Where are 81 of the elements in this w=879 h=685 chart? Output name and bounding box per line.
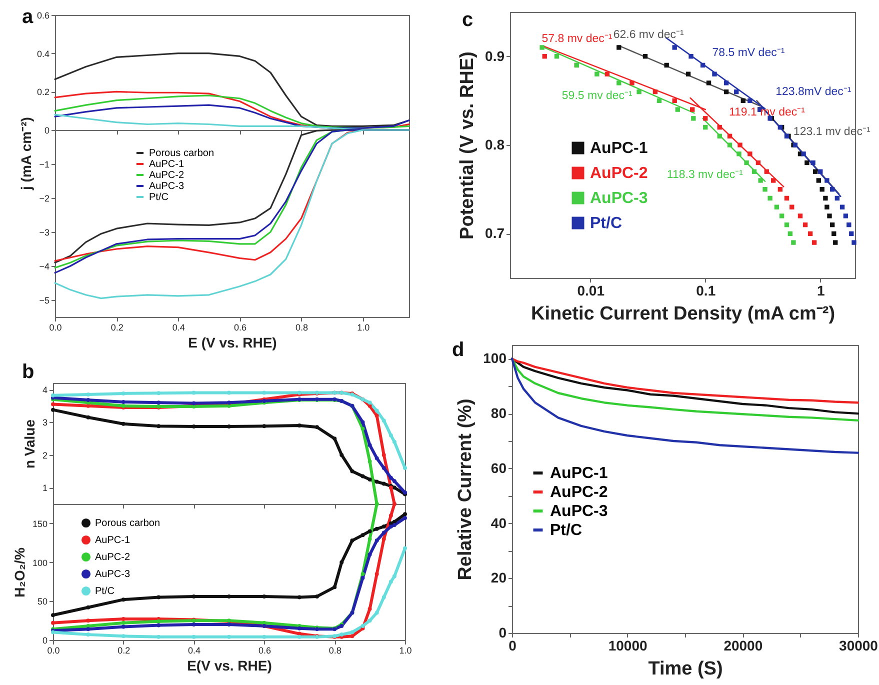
series-label: 59.5 mv dec⁻¹ xyxy=(562,90,633,102)
x-axis-title: E (V vs. RHE) xyxy=(188,334,277,350)
x-axis-title: Time (S) xyxy=(648,658,723,680)
x-tick-label: 30000 xyxy=(839,638,878,654)
x-tick-label: 0.4 xyxy=(172,322,185,332)
x-tick-label: 10000 xyxy=(608,638,648,654)
legend-label: AuPC-3 xyxy=(550,503,608,520)
y-tick-label: −1 xyxy=(39,160,50,170)
legend-label: Pt/C xyxy=(95,586,114,597)
x-axis-title: E(V vs. RHE) xyxy=(187,658,272,674)
y-tick-label: 0.9 xyxy=(485,48,505,64)
y-tick-label: 100 xyxy=(32,558,48,568)
series-label: 62.6 mv dec⁻¹ xyxy=(613,28,684,41)
chart-title: c xyxy=(462,9,474,31)
y-tick-label: 3 xyxy=(42,418,48,428)
y-tick-label: 60 xyxy=(490,460,507,476)
legend-label: Pt/C xyxy=(550,522,582,539)
x-tick-label: 0.01 xyxy=(577,282,605,298)
y-tick-label: 20 xyxy=(490,570,507,586)
y-tick-label: 0.6 xyxy=(36,10,50,20)
legend-label: Porous carbon xyxy=(95,518,160,529)
legend-label: AuPC-3 xyxy=(95,569,130,580)
x-tick-label: 20000 xyxy=(724,638,763,654)
y-tick-label: 0.8 xyxy=(485,136,505,152)
y-tick-label: 0.2 xyxy=(36,87,50,98)
legend-label: AuPC-1 xyxy=(550,465,608,482)
x-tick-label: 0.6 xyxy=(258,646,271,656)
series-label: 123.8mV dec⁻¹ xyxy=(776,86,852,98)
x-tick-label: 0.4 xyxy=(188,646,201,656)
x-tick-label: 0.2 xyxy=(118,646,130,656)
x-tick-label: 0.2 xyxy=(110,322,124,332)
legend-label: Porous carbon xyxy=(149,148,214,159)
y-tick-label: 1 xyxy=(42,483,48,494)
legend-label: Pt/C xyxy=(149,192,168,203)
y-tick-label: 150 xyxy=(32,518,48,529)
x-tick-label: 0.0 xyxy=(47,646,60,656)
y-axis-title: j (mA cm⁻²) xyxy=(18,117,34,191)
x-tick-label: 0.0 xyxy=(49,322,62,332)
y-tick-label: 2 xyxy=(42,450,48,460)
legend-label: AuPC-1 xyxy=(590,140,648,157)
legend-label: Pt/C xyxy=(590,215,622,232)
series-label: 118.3 mv dec⁻¹ xyxy=(666,168,744,181)
y-tick-label: −3 xyxy=(39,228,50,238)
legend-label: AuPC-3 xyxy=(590,190,648,207)
y-tick-label: 0 xyxy=(44,126,50,136)
chart-title: d xyxy=(452,339,464,361)
x-tick-label: 1 xyxy=(816,282,825,298)
legend-label: AuPC-2 xyxy=(550,484,608,501)
legend-label: AuPC-2 xyxy=(590,165,648,182)
x-tick-label: 0.1 xyxy=(696,282,716,298)
y-tick-label: 50 xyxy=(37,596,48,607)
y-axis-title: Potential (V vs. RHE) xyxy=(457,52,478,240)
series-label: 78.5 mV dec⁻¹ xyxy=(712,47,785,60)
y-tick-label: −2 xyxy=(39,194,50,204)
x-axis-title: Kinetic Current Density (mA cm⁻²) xyxy=(530,304,836,324)
legend-label: AuPC-1 xyxy=(95,535,130,546)
y-tick-label: 4 xyxy=(42,385,48,396)
legend-label: AuPC-3 xyxy=(149,181,184,192)
y-tick-label: 0.4 xyxy=(36,48,50,59)
x-tick-label: 0.8 xyxy=(296,322,308,332)
y-tick-label: 0 xyxy=(498,624,507,640)
y-axis-title: n Value xyxy=(21,419,38,469)
x-tick-label: 0.6 xyxy=(234,322,246,332)
y-tick-label: 0.7 xyxy=(485,225,505,242)
legend-label: AuPC-1 xyxy=(149,159,184,170)
y-axis-title: H₂O₂/% xyxy=(11,547,28,598)
x-tick-label: 0.8 xyxy=(328,646,342,656)
y-tick-label: 100 xyxy=(483,350,507,366)
chart-title: a xyxy=(22,6,34,28)
x-tick-label: 1.0 xyxy=(399,646,412,656)
chart-title: b xyxy=(22,361,34,383)
y-tick-label: −4 xyxy=(39,262,50,272)
legend-label: AuPC-2 xyxy=(149,170,184,181)
legend-label: AuPC-2 xyxy=(95,552,130,563)
x-tick-label: 1.0 xyxy=(357,322,370,332)
y-tick-label: 80 xyxy=(490,405,507,422)
y-axis-title: Relative Current (%) xyxy=(455,398,476,580)
y-tick-label: 40 xyxy=(490,514,507,531)
series-label: 57.8 mv dec⁻¹ xyxy=(542,33,612,46)
x-tick-label: 0 xyxy=(508,638,517,654)
y-tick-label: −5 xyxy=(39,296,50,306)
